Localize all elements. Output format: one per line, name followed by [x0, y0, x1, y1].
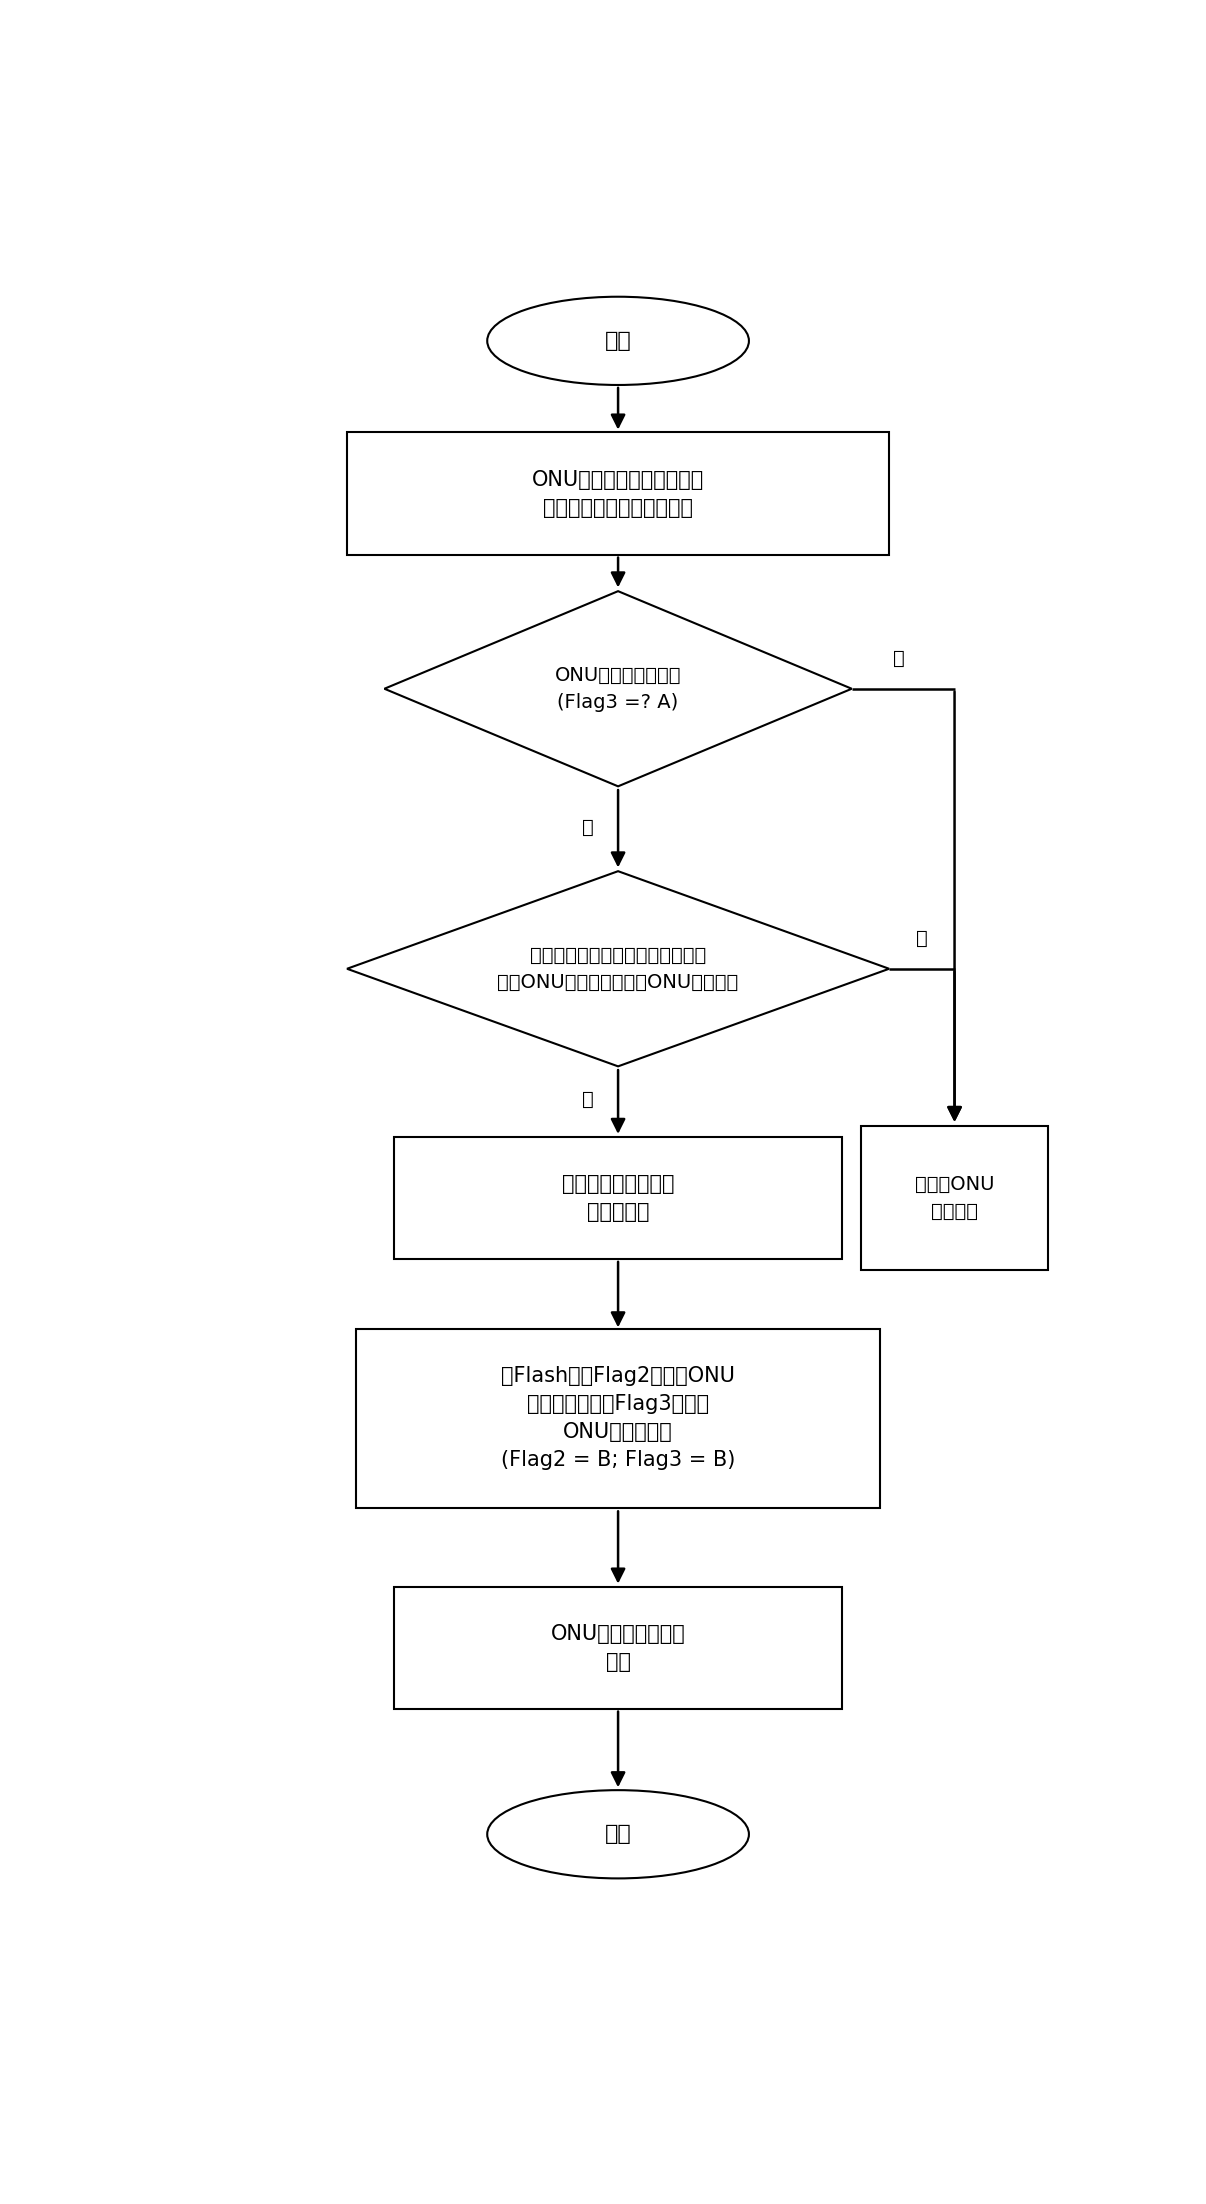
- Polygon shape: [347, 871, 889, 1067]
- Ellipse shape: [487, 1790, 749, 1878]
- Polygon shape: [385, 591, 851, 787]
- Text: ONU远程升级程序下载完成
当前程序运行分区为主分区: ONU远程升级程序下载完成 当前程序运行分区为主分区: [532, 469, 704, 518]
- Bar: [357, 1329, 880, 1508]
- Text: 在Flash里，Flag2标记为ONU
有新升级版本，Flag3标记为
ONU升级完成。
(Flag2 = B; Flag3 = B): 在Flash里，Flag2标记为ONU 有新升级版本，Flag3标记为 ONU升…: [500, 1366, 736, 1470]
- Text: 结束: 结束: [604, 1825, 632, 1845]
- Bar: [393, 1137, 843, 1258]
- Bar: [347, 432, 889, 555]
- Text: ONU收到激活消息后
重启: ONU收到激活消息后 重启: [551, 1624, 685, 1671]
- Bar: [861, 1126, 1048, 1270]
- Text: 否: 否: [917, 928, 927, 948]
- Text: 否: 否: [892, 648, 904, 668]
- Text: 返错，ONU
升级失败: 返错，ONU 升级失败: [915, 1175, 994, 1221]
- Ellipse shape: [487, 298, 749, 386]
- Text: ONU升级是否未完成
(Flag3 =? A): ONU升级是否未完成 (Flag3 =? A): [555, 666, 681, 712]
- Text: 是: 是: [582, 818, 595, 838]
- Text: 校验文件头，升级文件的硬件版本
号、ONU类型与需升级的ONU是否一致: 校验文件头，升级文件的硬件版本 号、ONU类型与需升级的ONU是否一致: [497, 946, 739, 992]
- Bar: [393, 1587, 843, 1708]
- Text: 开始: 开始: [604, 331, 632, 350]
- Text: 写入非易失性存储器
的备用分区: 写入非易失性存储器 的备用分区: [562, 1175, 674, 1221]
- Text: 是: 是: [582, 1091, 595, 1109]
